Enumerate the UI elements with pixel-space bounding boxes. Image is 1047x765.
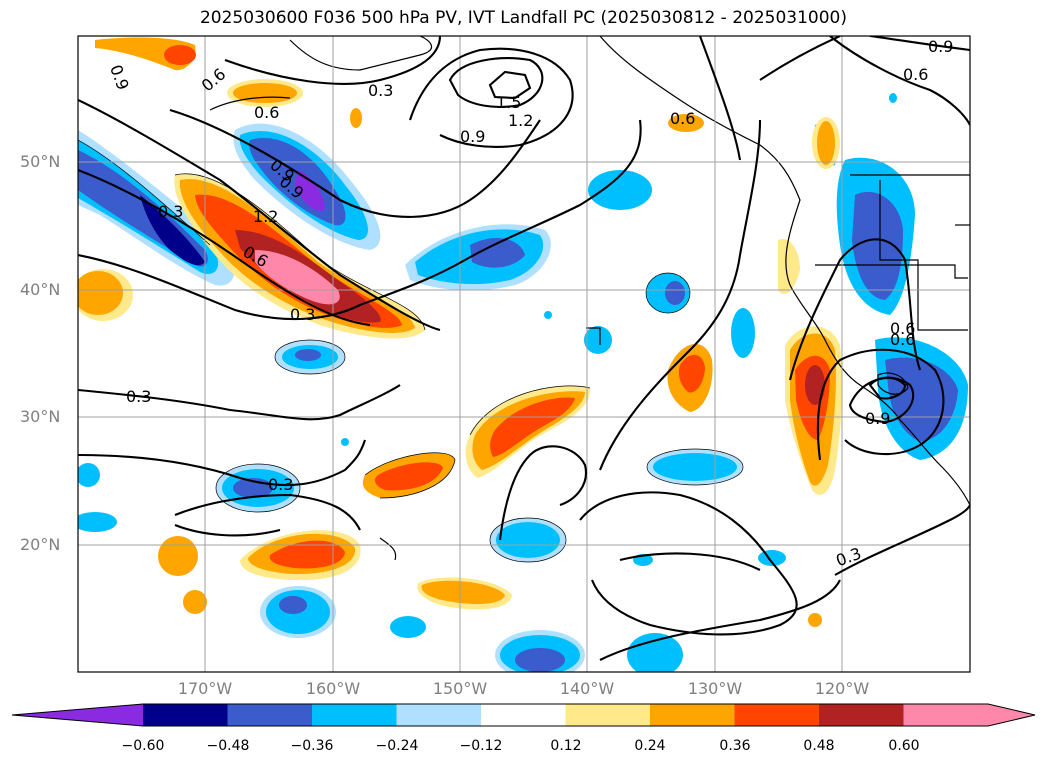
colorbar-tick-label: −0.60 bbox=[121, 738, 165, 754]
contour-label: 0.3 bbox=[268, 475, 293, 494]
colorbar-tick-label: 0.36 bbox=[719, 738, 751, 754]
lon-label: 170°W bbox=[177, 679, 233, 698]
contour-label: 0.3 bbox=[158, 202, 183, 221]
contour-label: 0.3 bbox=[368, 81, 393, 100]
colorbar-extend-low bbox=[12, 704, 143, 726]
positive-pv-small-blobs bbox=[78, 37, 843, 627]
lon-label: 130°W bbox=[687, 679, 743, 698]
colorbar-segment bbox=[481, 704, 566, 726]
colorbar-tick-label: 0.60 bbox=[888, 738, 920, 754]
contour-label: 0.3 bbox=[290, 305, 315, 324]
contour-label: 0.6 bbox=[890, 319, 915, 338]
contour-label: 1.5 bbox=[496, 93, 521, 112]
lat-label: 40°N bbox=[20, 280, 61, 299]
contour-label: 0.9 bbox=[460, 127, 485, 146]
colorbar-outline bbox=[11, 703, 1036, 727]
colorbar-extend-high bbox=[988, 704, 1035, 726]
contour-label: 1.2 bbox=[508, 111, 533, 130]
contour-label: 0.6 bbox=[890, 330, 915, 349]
lon-label: 160°W bbox=[305, 679, 361, 698]
colorbar-segment bbox=[143, 704, 228, 726]
contour-label: 0.9 bbox=[865, 409, 890, 428]
contour-label: 0.6 bbox=[903, 65, 928, 84]
colorbar-tick-label: 0.24 bbox=[634, 738, 666, 754]
colorbar-tick-label: 0.12 bbox=[550, 738, 582, 754]
positive-pv-main-band bbox=[174, 173, 425, 339]
ivt-contours bbox=[78, 36, 970, 661]
lat-label: 20°N bbox=[20, 535, 61, 554]
colorbar-tick-label: −0.12 bbox=[459, 738, 503, 754]
colorbar-tick-label: 0.48 bbox=[803, 738, 835, 754]
colorbar-segment bbox=[227, 704, 313, 726]
lon-label: 140°W bbox=[559, 679, 615, 698]
map-title: 2025030600 F036 500 hPa PV, IVT Landfall… bbox=[199, 8, 847, 28]
plot-frame bbox=[77, 35, 971, 673]
graticule bbox=[78, 36, 970, 672]
lon-label: 150°W bbox=[432, 679, 488, 698]
pv-anomaly-fields bbox=[78, 36, 970, 672]
contour-label: 0.6 bbox=[254, 103, 279, 122]
lat-label: 30°N bbox=[20, 407, 61, 426]
contour-label: 0.6 bbox=[670, 109, 695, 128]
colorbar-segment bbox=[396, 704, 482, 726]
colorbar-segment bbox=[650, 704, 735, 726]
colorbar-tick-label: −0.36 bbox=[290, 738, 334, 754]
contour-labels: 0.9 0.6 0.3 1.5 1.2 0.9 0.6 0.9 0.6 0.6 … bbox=[106, 37, 953, 570]
colorbar-segment bbox=[565, 704, 651, 726]
colorbar-tick-label: −0.24 bbox=[375, 738, 419, 754]
colorbar bbox=[11, 703, 1036, 727]
colorbar-segment bbox=[903, 704, 989, 726]
coastlines bbox=[209, 36, 970, 561]
colorbar-segment bbox=[819, 704, 904, 726]
colorbar-segment bbox=[312, 704, 397, 726]
lat-label: 50°N bbox=[20, 152, 61, 171]
lon-label: 120°W bbox=[814, 679, 870, 698]
colorbar-segment bbox=[734, 704, 820, 726]
contour-label: 0.9 bbox=[928, 37, 953, 56]
contour-label: 1.2 bbox=[253, 207, 278, 226]
colorbar-tick-label: −0.48 bbox=[206, 738, 250, 754]
contour-label: 0.3 bbox=[126, 387, 151, 406]
